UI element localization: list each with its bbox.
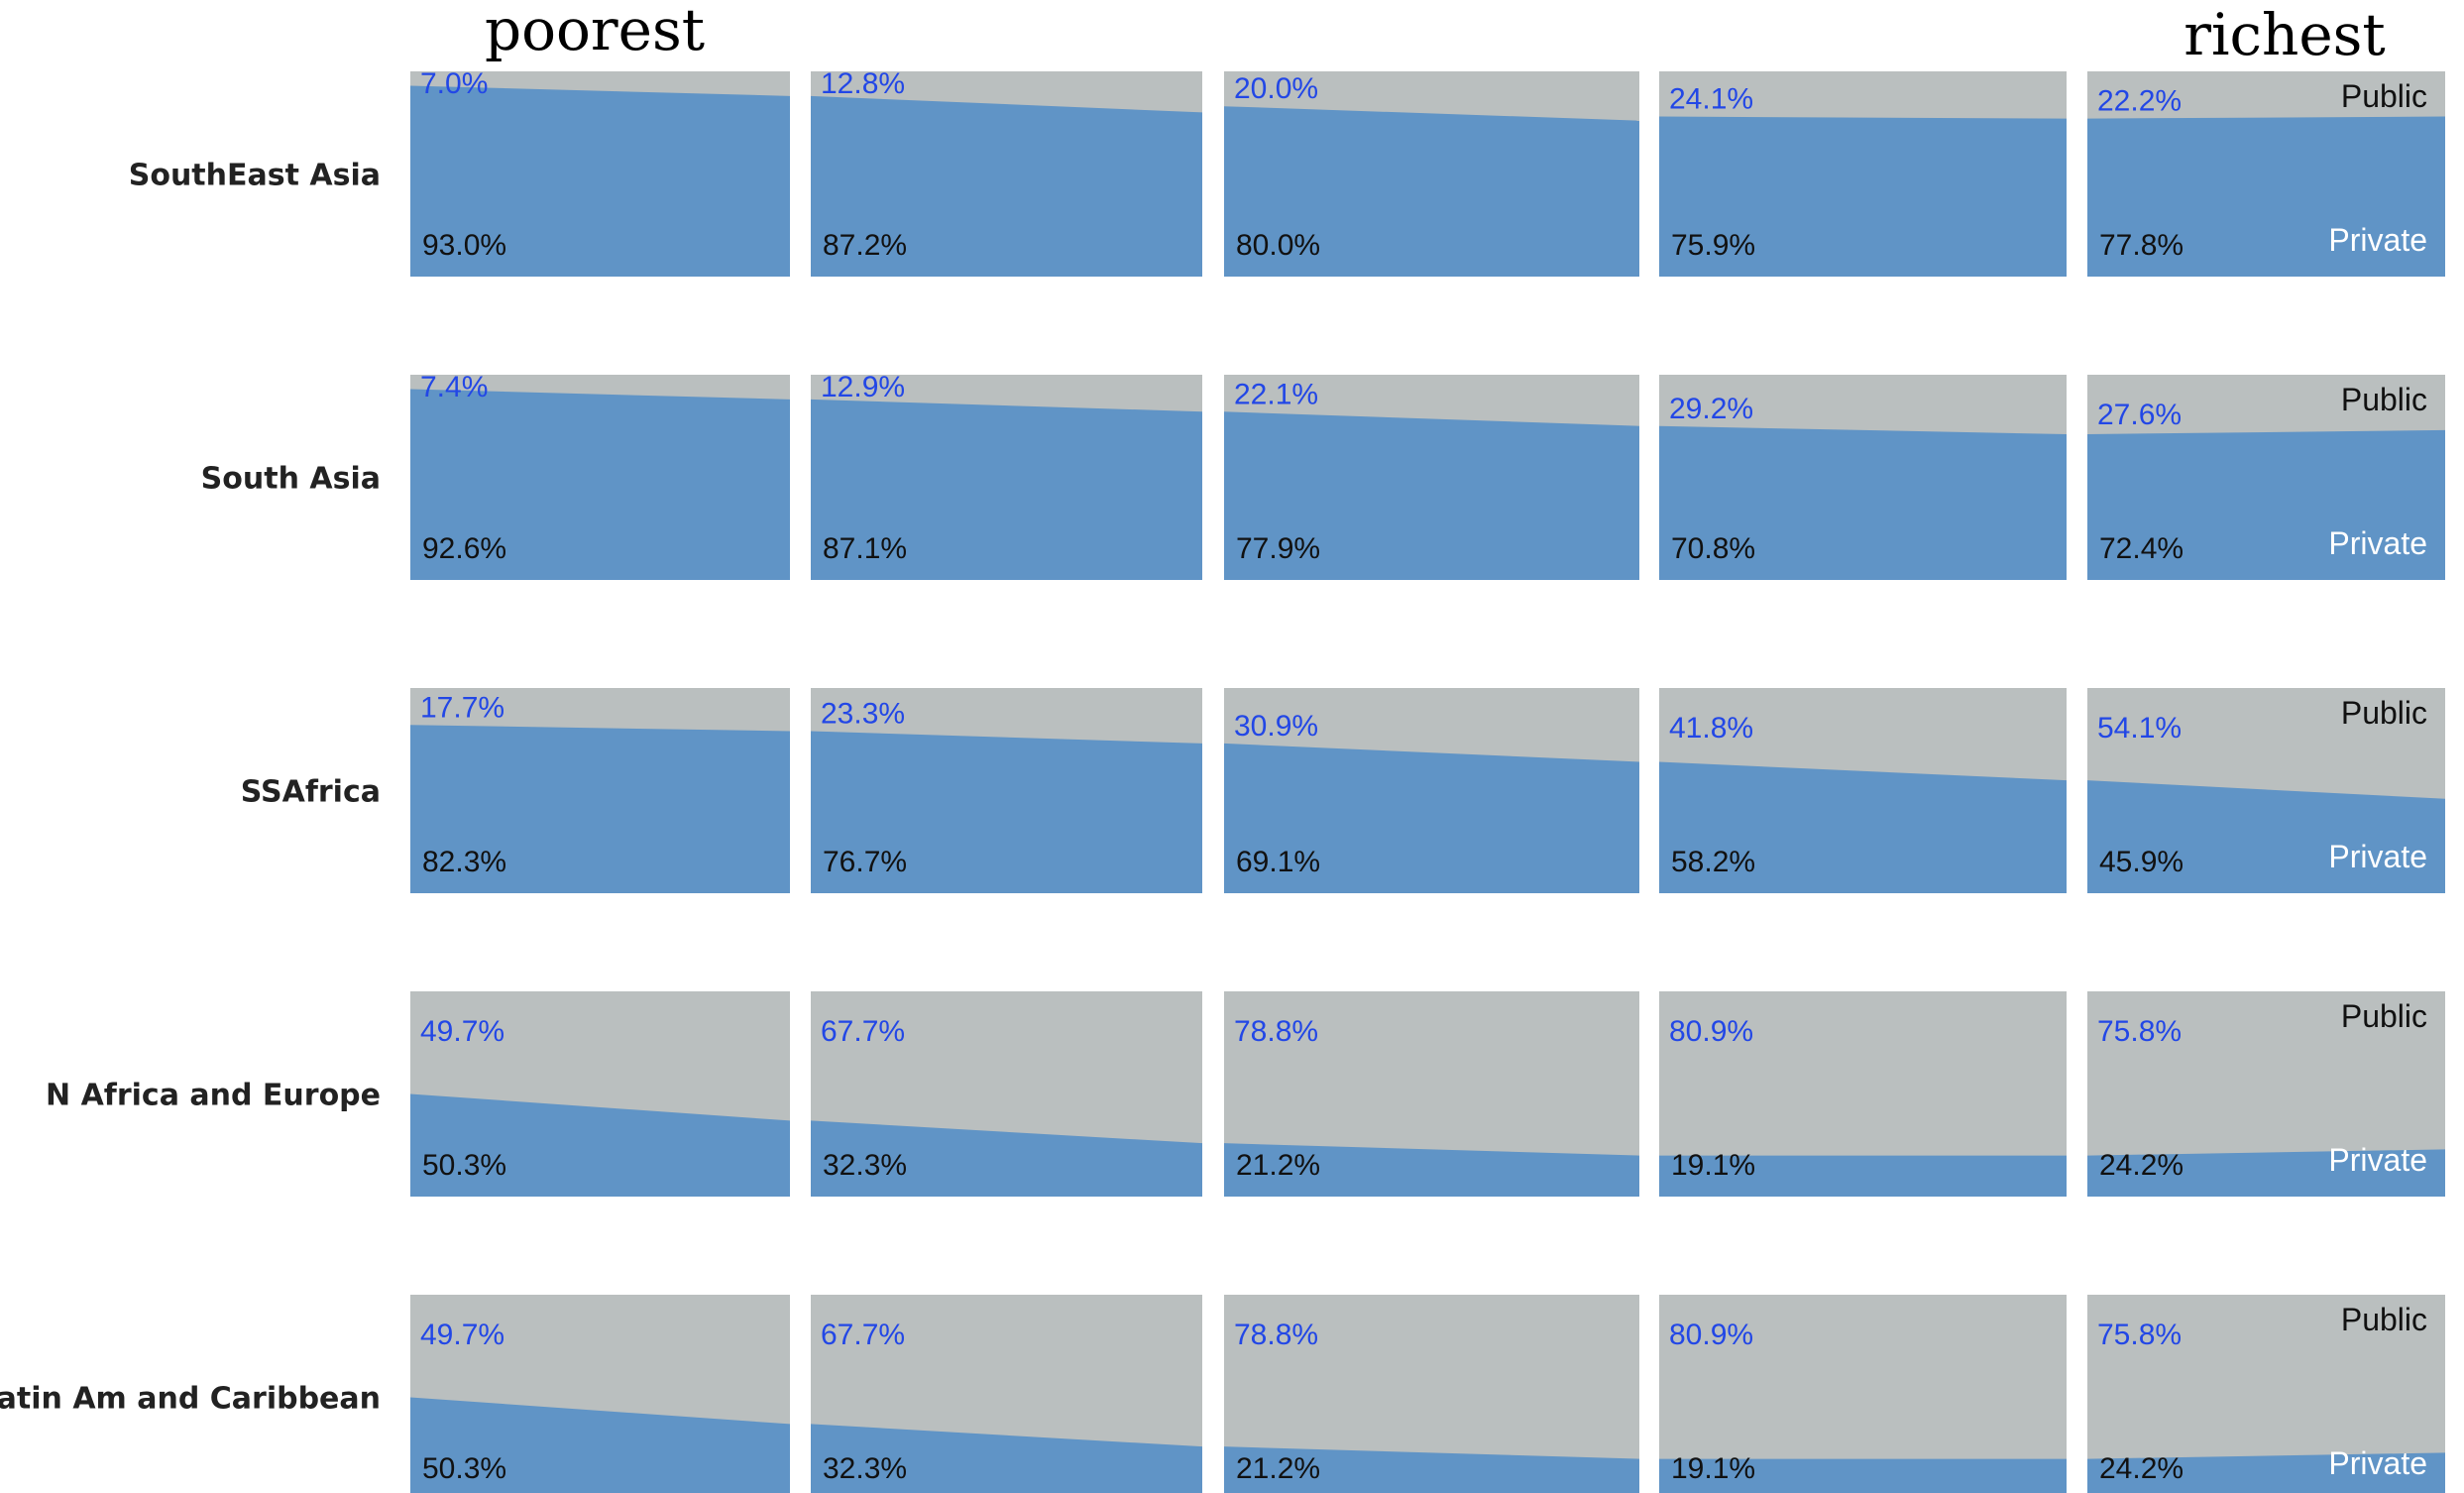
public-share-label: 54.1%: [2097, 712, 2182, 745]
private-area: [2087, 1452, 2445, 1493]
public-share-label: 75.8%: [2097, 1319, 2182, 1351]
legend-private: Private: [2328, 222, 2427, 258]
private-share-label: 24.2%: [2099, 1452, 2184, 1485]
private-area: [1224, 743, 1639, 893]
chart-row: SouthEast Asia 7.0% 93.0% 12.8% 87.2% 20.0% 80…: [129, 67, 2445, 278]
public-share-label: 17.7%: [420, 691, 504, 724]
private-area: [811, 399, 1202, 580]
header-poorest: poorest: [485, 0, 705, 63]
public-share-label: 22.1%: [1234, 378, 1318, 410]
public-share-label: 41.8%: [1669, 712, 1753, 745]
public-share-label: 27.6%: [2097, 399, 2182, 431]
private-share-label: 19.1%: [1671, 1452, 1755, 1485]
public-share-label: 67.7%: [821, 1015, 905, 1048]
private-area: [2087, 1149, 2445, 1197]
private-area: [1224, 1446, 1639, 1493]
row-label: South Asia: [201, 462, 381, 497]
legend-public: Public: [2341, 998, 2427, 1034]
legend-private: Private: [2328, 839, 2427, 874]
public-share-label: 22.2%: [2097, 85, 2182, 118]
public-share-label: 78.8%: [1234, 1319, 1318, 1351]
legend-private: Private: [2328, 1445, 2427, 1481]
public-share-label: 24.1%: [1669, 83, 1753, 116]
public-share-label: 67.7%: [821, 1319, 905, 1351]
private-area: [410, 1093, 790, 1197]
legend-public: Public: [2341, 78, 2427, 114]
public-share-label: 49.7%: [420, 1015, 504, 1048]
private-area: [1659, 1155, 2067, 1197]
private-share-label: 21.2%: [1236, 1149, 1320, 1182]
public-share-label: 30.9%: [1234, 710, 1318, 743]
private-share-label: 77.9%: [1236, 532, 1320, 565]
private-area: [2087, 116, 2445, 277]
legend-public: Public: [2341, 1302, 2427, 1337]
private-area: [811, 731, 1202, 893]
private-area: [1224, 1143, 1639, 1197]
private-area: [410, 725, 790, 893]
row-label: SouthEast Asia: [129, 159, 381, 193]
header-richest: richest: [2184, 1, 2386, 68]
private-area: [1224, 411, 1639, 580]
legend-public: Public: [2341, 382, 2427, 417]
private-share-label: 50.3%: [422, 1452, 506, 1485]
private-share-label: 77.8%: [2099, 229, 2184, 262]
private-area: [811, 95, 1202, 277]
private-share-label: 92.6%: [422, 532, 506, 565]
private-share-label: 45.9%: [2099, 846, 2184, 878]
private-area: [811, 1120, 1202, 1197]
private-area: [410, 85, 790, 278]
private-area: [811, 1424, 1202, 1493]
private-area: [410, 389, 790, 580]
private-share-label: 75.9%: [1671, 229, 1755, 262]
private-share-label: 76.7%: [823, 846, 907, 878]
private-area: [1659, 1458, 2067, 1493]
private-share-label: 93.0%: [422, 229, 506, 262]
private-share-label: 80.0%: [1236, 229, 1320, 262]
public-share-label: 12.9%: [821, 371, 905, 403]
private-share-label: 69.1%: [1236, 846, 1320, 878]
private-area: [1659, 116, 2067, 277]
private-share-label: 21.2%: [1236, 1452, 1320, 1485]
chart-row: South Asia 7.4% 92.6% 12.9% 87.1% 22.1% 77.9% 2…: [201, 371, 2445, 580]
legend-private: Private: [2328, 1142, 2427, 1178]
public-share-label: 20.0%: [1234, 72, 1318, 105]
private-share-label: 72.4%: [2099, 532, 2184, 565]
row-label: N Africa and Europe: [46, 1079, 381, 1113]
public-share-label: 49.7%: [420, 1319, 504, 1351]
chart-row: N Africa and Europe 49.7% 50.3% 67.7% 32.3% 7…: [46, 991, 2445, 1197]
legend-public: Public: [2341, 695, 2427, 731]
private-area: [1224, 106, 1639, 277]
private-share-label: 82.3%: [422, 846, 506, 878]
private-share-label: 87.2%: [823, 229, 907, 262]
chart-row: Latin Am and Caribbean 49.7% 50.3% 67.7% 32.…: [0, 1295, 2445, 1493]
row-label: SSAfrica: [241, 775, 381, 810]
private-share-label: 87.1%: [823, 532, 907, 565]
public-share-label: 80.9%: [1669, 1015, 1753, 1048]
public-share-label: 7.0%: [420, 67, 488, 100]
public-share-label: 75.8%: [2097, 1015, 2182, 1048]
private-share-label: 32.3%: [823, 1452, 907, 1485]
private-area: [2087, 780, 2445, 893]
private-share-label: 24.2%: [2099, 1149, 2184, 1182]
private-area: [2087, 429, 2445, 580]
public-share-label: 12.8%: [821, 67, 905, 100]
legend-private: Private: [2328, 525, 2427, 561]
private-share-label: 70.8%: [1671, 532, 1755, 565]
public-share-label: 7.4%: [420, 371, 488, 403]
private-area: [1659, 425, 2067, 580]
private-share-label: 32.3%: [823, 1149, 907, 1182]
private-area: [1659, 761, 2067, 893]
private-area: [410, 1397, 790, 1493]
public-share-label: 23.3%: [821, 697, 905, 730]
private-share-label: 50.3%: [422, 1149, 506, 1182]
private-share-label: 19.1%: [1671, 1149, 1755, 1182]
row-label: Latin Am and Caribbean: [0, 1382, 381, 1417]
public-share-label: 80.9%: [1669, 1319, 1753, 1351]
public-share-label: 78.8%: [1234, 1015, 1318, 1048]
chart-rows: SouthEast Asia 7.0% 93.0% 12.8% 87.2% 20.0% 80…: [0, 67, 2445, 1493]
chart-row: SSAfrica 17.7% 82.3% 23.3% 76.7% 30.9% 69.1% 41…: [241, 688, 2445, 893]
private-share-label: 58.2%: [1671, 846, 1755, 878]
public-share-label: 29.2%: [1669, 393, 1753, 425]
